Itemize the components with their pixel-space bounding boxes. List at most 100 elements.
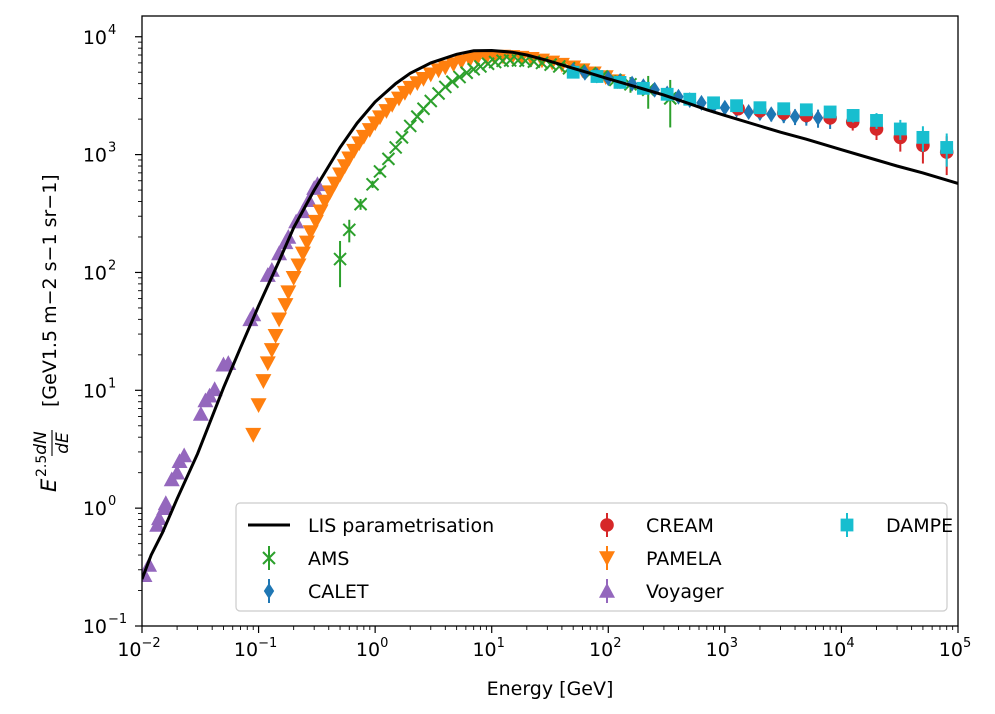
legend-marker-swatch xyxy=(599,551,615,566)
x-tick-label: 10−1 xyxy=(234,636,277,661)
legend-label: Voyager xyxy=(646,581,724,603)
y-tick-label: 10 xyxy=(83,145,107,167)
ams-point xyxy=(452,70,467,84)
ams-point xyxy=(410,109,425,124)
voyager-point xyxy=(176,447,193,463)
dampe-point xyxy=(893,122,907,136)
calet-point xyxy=(766,106,777,123)
legend-entry-voyager: Voyager xyxy=(599,579,724,603)
dampe-point xyxy=(823,105,837,119)
legend-label: CALET xyxy=(308,581,369,603)
plot-area xyxy=(142,48,958,582)
x-tick-exponent: 3 xyxy=(730,636,738,651)
x-tick-label: 103 xyxy=(706,636,738,661)
y-axis-label-units: [GeV1.5 m−2 s−1 sr−1] xyxy=(39,174,61,407)
y-tick-exponent: −1 xyxy=(108,612,127,627)
dampe-point xyxy=(916,130,930,144)
ams-point xyxy=(342,223,356,237)
pamela-point xyxy=(307,214,324,230)
ams-point xyxy=(353,197,368,211)
pamela-point xyxy=(422,67,439,83)
ams-point xyxy=(459,66,474,80)
dampe-point xyxy=(777,102,791,116)
x-tick-label: 102 xyxy=(589,636,621,661)
pamela-point xyxy=(285,271,302,286)
calet-point xyxy=(812,109,824,126)
dampe-point xyxy=(707,96,720,110)
pamela-point xyxy=(263,343,280,358)
pamela-point xyxy=(294,246,311,262)
y-axis-label-base: E xyxy=(37,478,61,492)
pamela-point xyxy=(250,398,267,414)
pamela-point xyxy=(280,285,297,301)
y-tick-exponent: 4 xyxy=(108,23,116,38)
ams-point xyxy=(403,119,417,133)
pamela-point xyxy=(326,176,343,192)
series-voyager xyxy=(142,176,326,582)
legend-label: PAMELA xyxy=(646,548,722,570)
calet-point xyxy=(719,99,731,116)
dampe-point xyxy=(730,99,743,113)
legend-label: DAMPE xyxy=(886,515,953,537)
y-tick-label: 10 xyxy=(83,380,107,402)
x-tick-exponent: 2 xyxy=(613,636,621,651)
ams-point xyxy=(445,75,460,89)
x-tick-exponent: 1 xyxy=(497,636,505,651)
lis-parametrisation-line xyxy=(142,48,958,580)
pamela-point xyxy=(271,312,288,328)
legend-marker-swatch xyxy=(599,583,615,598)
legend-marker-swatch xyxy=(600,518,614,532)
voyager-point xyxy=(263,261,280,277)
x-tick-label: 100 xyxy=(356,636,388,661)
y-tick-exponent: 2 xyxy=(108,258,116,273)
pamela-point xyxy=(245,427,262,443)
x-axis-label: Energy [GeV] xyxy=(487,678,614,700)
legend-marker-swatch xyxy=(262,551,276,565)
voyager-point xyxy=(271,245,288,261)
ams-point xyxy=(373,164,387,179)
voyager-point xyxy=(151,510,168,526)
legend-label: AMS xyxy=(308,548,349,570)
series-lis-parametrisation xyxy=(142,48,958,580)
legend: LIS parametrisation AMS CALET CREAM PAMELA Vo… xyxy=(235,502,953,612)
pamela-point xyxy=(316,194,333,210)
ams-point xyxy=(466,62,481,76)
x-tick-exponent: 0 xyxy=(380,636,388,651)
ams-point xyxy=(438,80,453,94)
calet-point xyxy=(649,81,660,98)
x-tick-label: 10−2 xyxy=(117,636,160,661)
ams-point xyxy=(365,177,380,191)
ams-point xyxy=(381,152,396,166)
plot-frame xyxy=(141,15,959,627)
y-axis-label-power: 2.5 xyxy=(34,455,50,477)
voyager-point xyxy=(206,381,223,397)
legend-box xyxy=(235,502,948,612)
plot-clip xyxy=(142,48,958,582)
y-tick-label: 10 xyxy=(83,498,107,520)
legend-label: CREAM xyxy=(646,515,714,537)
pamela-point xyxy=(255,374,272,389)
ams-point xyxy=(388,140,403,155)
voyager-point xyxy=(192,405,209,421)
dampe-point xyxy=(846,109,860,122)
x-tick-exponent: 4 xyxy=(846,636,854,651)
calet-point xyxy=(696,94,707,111)
legend-entry-cream: CREAM xyxy=(600,513,714,537)
y-tick-exponent: 1 xyxy=(108,376,116,391)
x-tick-exponent: −1 xyxy=(258,636,277,651)
y-axis-label: E 2.5 dN dE [GeV1.5 m−2 s−1 sr−1] xyxy=(31,174,73,492)
x-tick-exponent: −2 xyxy=(142,636,161,651)
legend-entry-calet: CALET xyxy=(263,579,369,603)
y-tick-label: 10 xyxy=(83,27,107,49)
pamela-point xyxy=(290,258,307,274)
x-tick-label: 101 xyxy=(472,636,504,661)
ams-point xyxy=(473,59,488,74)
series-ams xyxy=(333,53,677,288)
x-tick-label: 105 xyxy=(939,636,971,661)
pamela-point xyxy=(267,329,284,344)
dampe-point xyxy=(870,114,883,127)
y-tick-exponent: 0 xyxy=(108,494,116,509)
legend-entry-dampe: DAMPE xyxy=(840,513,953,537)
